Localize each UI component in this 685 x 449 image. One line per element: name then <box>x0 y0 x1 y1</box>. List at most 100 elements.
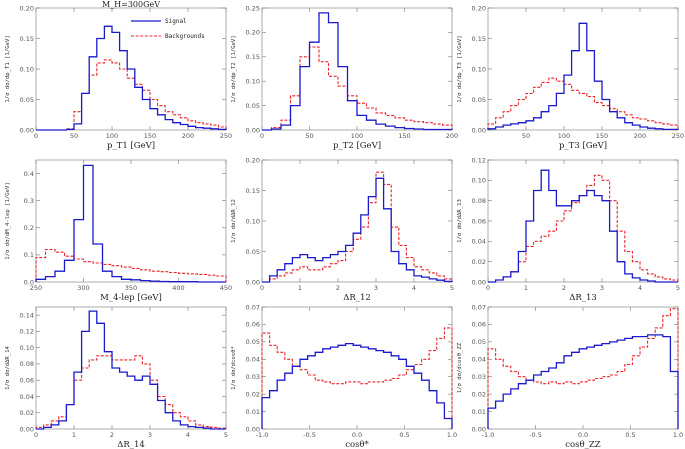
x-tick-label: 150 <box>398 132 410 140</box>
y-tick-label: 0.14 <box>20 311 34 319</box>
x-axis-label: ΔR_14 <box>117 440 145 449</box>
plot-frame <box>487 306 679 430</box>
y-tick-label: 0.05 <box>472 338 486 346</box>
signal-histogram <box>487 22 679 131</box>
chart-panel-1: 0 50 100 150 200 250 0.00 0.05 0.10 0.15 0.20 p_T1 … <box>5 0 232 151</box>
chart-panel-9: -1.0 -0.5 0.0 0.5 1.0 0.00 0.01 0.02 0.03 0.04 0.0… <box>457 303 683 449</box>
x-tick-label: 1 <box>72 431 76 439</box>
x-tick-label: 0 <box>260 284 264 292</box>
y-tick-label: 0.4 <box>24 170 34 178</box>
y-axis-label: 1/σ dσ/dM_4-lep [1/GeV] <box>5 182 11 259</box>
y-tick-label: 0.06 <box>472 217 486 225</box>
x-tick-label: 0.0 <box>578 431 588 439</box>
legend-backgrounds-label: Backgrounds <box>165 33 205 40</box>
y-tick-label: 0.00 <box>246 278 260 286</box>
x-tick-label: 150 <box>596 132 608 140</box>
chart-panel-2: 0 50 100 150 200 0.00 0.05 0.10 0.15 0.20 0.25 p_T2… <box>231 4 458 151</box>
x-tick-label: 450 <box>220 284 232 292</box>
y-tick-label: 0.2 <box>24 224 34 232</box>
y-tick-label: 0.10 <box>20 65 34 73</box>
x-axis-label: p_T1 [GeV] <box>107 141 155 151</box>
y-axis-label: 1/σ dσ/dcosθ_ZZ <box>457 342 463 393</box>
y-tick-label: 0.15 <box>20 35 34 43</box>
y-tick-label: 0.10 <box>20 344 34 352</box>
y-tick-label: 0.06 <box>20 377 34 385</box>
x-tick-label: 250 <box>220 132 232 140</box>
x-tick-label: 4 <box>412 284 416 292</box>
x-axis-label: ΔR_12 <box>343 293 371 303</box>
y-tick-label: 0.20 <box>246 29 260 37</box>
x-tick-label: 0 <box>34 132 38 140</box>
y-tick-label: 0.20 <box>472 4 486 12</box>
y-tick-label: 0.02 <box>472 390 486 398</box>
y-tick-label: 0.10 <box>472 177 486 185</box>
x-tick-label: 350 <box>125 284 137 292</box>
backgrounds-histogram <box>262 46 453 131</box>
y-tick-label: 0.05 <box>246 248 260 256</box>
y-axis-label: 1/σ dσ/dp_T2 [1/GeV] <box>231 35 237 102</box>
x-tick-label: 2 <box>110 431 114 439</box>
x-tick-label: 2 <box>336 284 340 292</box>
plot-frame <box>487 159 679 283</box>
y-tick-label: 0.02 <box>20 409 34 417</box>
x-tick-label: -1.0 <box>482 431 495 439</box>
x-axis-label: p_T2 [GeV] <box>333 141 381 151</box>
backgrounds-histogram <box>261 327 453 429</box>
y-tick-label: 0.10 <box>246 78 260 86</box>
y-tick-label: 0.02 <box>246 390 260 398</box>
x-tick-label: 200 <box>634 132 646 140</box>
y-tick-label: 0.05 <box>20 96 34 104</box>
y-tick-label: 0.00 <box>20 425 34 433</box>
y-axis-label: 1/σ dσ/dΔR_12 <box>231 199 237 243</box>
x-tick-label: 4 <box>638 284 642 292</box>
x-axis-label: M_4-lep [GeV] <box>100 293 162 303</box>
y-tick-label: 0.06 <box>472 321 486 329</box>
signal-histogram <box>487 334 679 429</box>
y-tick-label: 0.20 <box>20 4 34 12</box>
backgrounds-histogram <box>35 355 227 429</box>
y-axis-label: 1/σ dσ/dcosθ* <box>231 346 237 390</box>
y-axis-label: 1/σ dσ/dp_T3 [1/GeV] <box>457 35 463 102</box>
x-tick-label: 200 <box>446 132 458 140</box>
y-tick-label: 0.03 <box>472 373 486 381</box>
plot-frame <box>261 306 453 430</box>
x-tick-label: 100 <box>106 132 118 140</box>
legend-signal-label: Signal <box>165 18 187 25</box>
backgrounds-histogram <box>487 308 679 429</box>
chart-panel-7: 0 1 2 3 4 5 0.00 0.02 0.04 0.06 0.08 0.10 0.12 0.14 ΔR… <box>5 306 228 449</box>
y-tick-label: 0.08 <box>472 197 486 205</box>
y-tick-label: 0.04 <box>472 238 486 246</box>
x-tick-label: 1 <box>524 284 528 292</box>
x-tick-label: 50 <box>305 132 313 140</box>
y-tick-label: 0.04 <box>20 393 34 401</box>
signal-histogram <box>36 25 227 131</box>
y-tick-label: 0.03 <box>246 373 260 381</box>
y-tick-label: 0.07 <box>246 303 260 311</box>
x-tick-label: 0 <box>486 284 490 292</box>
x-axis-label: cosθ* <box>345 440 369 449</box>
plot-frame <box>487 7 679 131</box>
y-tick-label: 0.05 <box>246 338 260 346</box>
backgrounds-histogram <box>35 248 227 282</box>
y-tick-label: 0.12 <box>20 328 34 336</box>
y-tick-label: 0.05 <box>472 96 486 104</box>
signal-histogram <box>488 169 678 283</box>
y-axis-label: 1/σ dσ/dΔR_14 <box>5 345 11 389</box>
y-tick-label: 0.04 <box>246 356 260 364</box>
x-tick-label: 1.0 <box>447 431 457 439</box>
x-tick-label: 400 <box>172 284 184 292</box>
x-tick-label: 300 <box>77 284 89 292</box>
chart-title: M_H=300GeV <box>102 0 160 9</box>
chart-panel-6: 0 1 2 3 4 5 0.00 0.02 0.04 0.06 0.08 0.10 0.12 ΔR_13 1… <box>457 156 680 303</box>
y-tick-label: 0.00 <box>20 126 34 134</box>
x-tick-label: 50 <box>522 132 530 140</box>
x-tick-label: 0.5 <box>625 431 635 439</box>
x-tick-label: 250 <box>30 284 42 292</box>
chart-panel-4: 250 300 350 400 450 0.0 0.1 0.2 0.3 0.4 M_4-lep [G… <box>5 159 232 303</box>
x-tick-label: 1.0 <box>673 431 683 439</box>
chart-panel-8: -1.0 -0.5 0.0 0.5 1.0 0.00 0.01 0.02 0.03 0.04 0.0… <box>231 303 457 449</box>
chart-panel-5: 0 1 2 3 4 5 0.00 0.05 0.10 0.15 0.20 ΔR_12 1/σ dσ/dΔ… <box>231 156 454 303</box>
x-tick-label: 3 <box>374 284 378 292</box>
y-tick-label: 0.00 <box>472 126 486 134</box>
x-tick-label: 1 <box>298 284 302 292</box>
